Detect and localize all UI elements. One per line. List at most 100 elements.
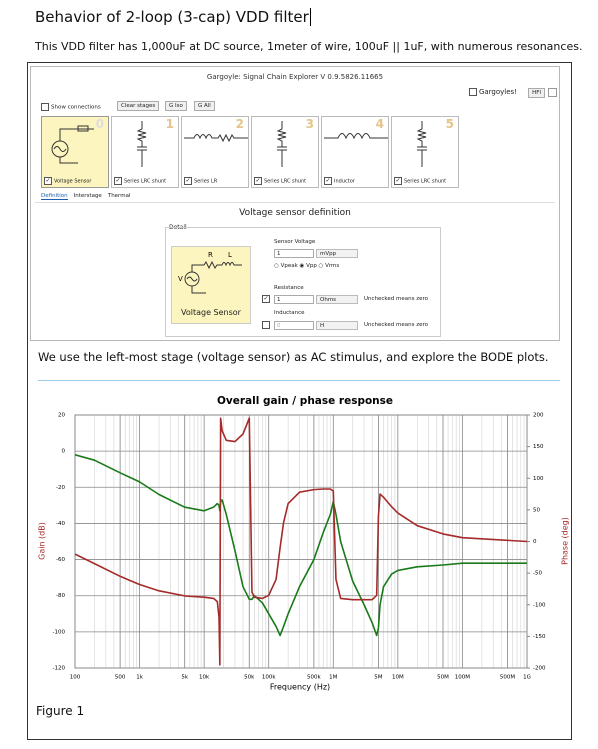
stage-icon (416, 121, 427, 167)
radio-group: ○ Vpeak ◉ Vpp ○ Vrms (274, 263, 340, 269)
x-tick-label: 5M (374, 675, 382, 681)
caption: Figure 1 (36, 704, 85, 718)
y2-tick-label: -150 (533, 634, 546, 640)
gargoyles-label: Gargoyles! (478, 88, 517, 96)
title-text: Behavior of 2-loop (3-cap) VDD filter (35, 8, 311, 26)
stage-icon (51, 125, 94, 164)
g-iso-button[interactable]: G Iso (165, 101, 187, 111)
x-tick-label: 10k (199, 675, 210, 681)
inductance-unit[interactable]: H (316, 321, 358, 330)
resistance-unit[interactable]: Ohms (316, 295, 358, 304)
figure-frame (27, 62, 572, 740)
show-connections[interactable]: Show connections (41, 103, 101, 111)
stage-icon (184, 133, 248, 143)
sensor-card: R L V Voltage Sensor (171, 246, 251, 324)
radio[interactable]: Vpeak (280, 263, 298, 269)
y2-tick-label: 150 (533, 444, 544, 450)
x-tick-label: 10M (392, 675, 404, 681)
stage-label: ✓ Voltage Sensor (44, 177, 92, 185)
y-tick-label: 20 (58, 413, 65, 419)
stage-label-text: Series LRC shunt (124, 178, 167, 185)
stage-label-text: Voltage Sensor (54, 178, 92, 185)
series-line (75, 453, 527, 637)
voltage-input[interactable]: 1 (274, 249, 314, 258)
chart-title: Overall gain / phase response (217, 395, 393, 407)
radio[interactable]: Vrms (325, 263, 340, 269)
y-tick-label: -40 (56, 521, 65, 527)
sensor-schematic: R L V (178, 251, 242, 294)
x-tick-label: 100k (262, 675, 276, 681)
voltage-unit[interactable]: mVpp (316, 249, 358, 258)
y2-axis-label: Phase (deg) (561, 517, 570, 565)
inductance-check[interactable] (262, 321, 272, 329)
y-tick-label: 0 (62, 449, 66, 455)
clear-stages-button[interactable]: Clear stages (117, 101, 160, 111)
stage-icon (324, 133, 388, 140)
doc-title: Behavior of 2-loop (3-cap) VDD filter (35, 8, 311, 26)
x-tick-label: 50k (244, 675, 255, 681)
window-title: Gargoyle: Signal Chain Explorer V 0.9.58… (206, 73, 384, 81)
stage-number: 4 (375, 117, 384, 131)
stage-label-text: Series LRC shunt (264, 178, 307, 185)
field-note: Unchecked means zero (364, 296, 429, 302)
intro: This VDD filter has 1,000uF at DC source… (35, 40, 583, 53)
stage-label: ✓ Series LR (184, 177, 218, 185)
x-axis-label: Frequency (Hz) (270, 683, 330, 692)
resistance-check[interactable]: ✓ (262, 295, 270, 303)
x-tick-label: 1G (523, 675, 531, 681)
y2-tick-label: -50 (533, 571, 542, 577)
stage-card[interactable]: 3 ✓ Series LRC shunt (251, 116, 319, 188)
stage-label-text: Series LRC shunt (404, 178, 447, 185)
hfi-button[interactable]: HFI (528, 88, 545, 98)
stage-label: ✓ Inductor (324, 177, 355, 185)
l-label: L (228, 251, 232, 259)
gargoyles-toggle[interactable]: Gargoyles! (468, 88, 517, 96)
y-tick-label: -80 (56, 593, 65, 599)
g-all-button[interactable]: G All (194, 101, 215, 111)
stage-number: 5 (445, 117, 454, 131)
x-tick-label: 1M (329, 675, 337, 681)
y2-tick-label: 200 (533, 413, 544, 419)
inductance-input[interactable]: 0 (274, 321, 314, 330)
rule (38, 380, 560, 381)
x-tick-label: 500 (115, 675, 126, 681)
x-tick-label: 100 (70, 675, 81, 681)
y2-tick-label: 50 (533, 507, 540, 513)
y-tick-label: -60 (56, 557, 65, 563)
stage-label-text: Inductor (334, 178, 355, 185)
tab[interactable]: Thermal (107, 193, 131, 199)
resistance-input[interactable]: 1 (274, 295, 314, 304)
divider (35, 202, 555, 203)
y-tick-label: -100 (53, 629, 66, 635)
stage-card[interactable]: 5 ✓ Series LRC shunt (391, 116, 459, 188)
stage-card[interactable]: 1 ✓ Series LRC shunt (111, 116, 179, 188)
x-tick-label: 5k (181, 675, 188, 681)
x-tick-label: 500M (500, 675, 515, 681)
stage-card[interactable]: 0 ✓ Voltage Sensor (41, 116, 109, 188)
y-tick-label: -20 (56, 485, 65, 491)
stage-number: 2 (235, 117, 244, 131)
tab-bar: Definition Interstage Thermal (41, 193, 136, 200)
stage-card[interactable]: 4 ✓ Inductor (321, 116, 389, 188)
tab[interactable]: Definition (41, 193, 68, 200)
y2-tick-label: -200 (533, 666, 546, 672)
y2-tick-label: 0 (533, 539, 537, 545)
stage-label: ✓ Series LRC shunt (394, 177, 447, 185)
stage-icon (276, 121, 287, 167)
body-text: We use the left-most stage (voltage sens… (38, 350, 549, 364)
radio[interactable]: Vpp (306, 263, 317, 269)
tab[interactable]: Interstage (73, 193, 102, 199)
stage-icon (136, 121, 147, 167)
show-connections-label: Show connections (51, 104, 101, 111)
stage-number: 0 (95, 117, 104, 131)
r-label: R (208, 251, 213, 259)
stage-number: 1 (165, 117, 174, 131)
sensor-name: Voltage Sensor (181, 308, 241, 317)
x-tick-label: 500k (307, 675, 321, 681)
stage-card[interactable]: 2 ✓ Series LR (181, 116, 249, 188)
x-tick-label: 100M (455, 675, 470, 681)
stage-label: ✓ Series LRC shunt (254, 177, 307, 185)
field-note: Unchecked means zero (364, 322, 429, 328)
